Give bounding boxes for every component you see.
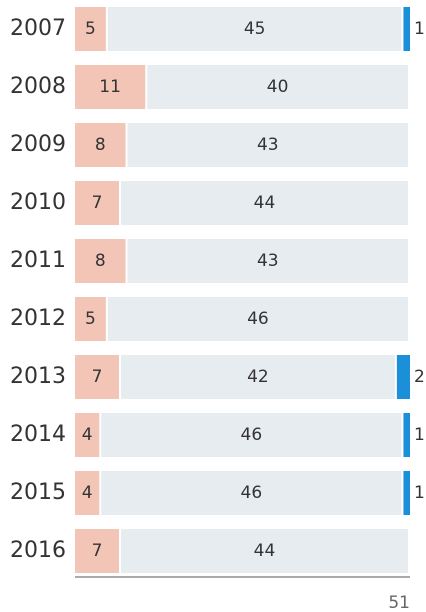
- bar-segment: [107, 297, 408, 341]
- bar-segment: [75, 413, 100, 457]
- value-label: 43: [257, 251, 279, 271]
- value-label: 1: [414, 425, 425, 445]
- value-label: 42: [247, 367, 269, 387]
- value-label: 7: [92, 367, 103, 387]
- bar-segment: [75, 123, 126, 167]
- value-label: 46: [241, 483, 263, 503]
- bar-segment: [101, 471, 402, 515]
- value-label: 1: [414, 19, 425, 39]
- bar-segment: [396, 355, 410, 399]
- year-label: 2013: [10, 364, 66, 389]
- bar-segment: [127, 123, 409, 167]
- value-label: 8: [95, 135, 106, 155]
- year-label: 2011: [10, 248, 66, 273]
- year-label: 2015: [10, 480, 66, 505]
- x-tick-label: 51: [388, 593, 410, 612]
- value-label: 2: [414, 367, 425, 387]
- value-label: 11: [99, 77, 121, 97]
- year-label: 2009: [10, 132, 66, 157]
- bar-segment: [75, 297, 106, 341]
- value-label: 4: [82, 425, 93, 445]
- bar-segment: [75, 529, 119, 573]
- value-label: 5: [85, 19, 96, 39]
- value-label: 5: [85, 309, 96, 329]
- bar-segment: [75, 7, 106, 51]
- value-label: 46: [247, 309, 269, 329]
- bar-segment: [75, 471, 100, 515]
- bar-segment: [120, 181, 408, 225]
- bar-segment: [403, 471, 410, 515]
- value-label: 7: [92, 193, 103, 213]
- value-label: 44: [254, 193, 276, 213]
- year-label: 2007: [10, 16, 66, 41]
- bar-segment: [147, 65, 409, 109]
- value-label: 46: [241, 425, 263, 445]
- bar-segment: [127, 239, 409, 283]
- year-label: 2010: [10, 190, 66, 215]
- bar-segment: [75, 181, 119, 225]
- bar-segment: [75, 65, 146, 109]
- bar-segment: [120, 355, 395, 399]
- value-label: 40: [267, 77, 289, 97]
- year-label: 2008: [10, 74, 66, 99]
- bar-segment: [75, 239, 126, 283]
- year-label: 2014: [10, 422, 66, 447]
- bar-segment: [107, 7, 402, 51]
- bar-segment: [403, 413, 410, 457]
- value-label: 44: [254, 541, 276, 561]
- value-label: 45: [244, 19, 266, 39]
- value-label: 8: [95, 251, 106, 271]
- bar-segment: [403, 7, 410, 51]
- value-label: 4: [82, 483, 93, 503]
- value-label: 7: [92, 541, 103, 561]
- year-label: 2012: [10, 306, 66, 331]
- bar-segment: [75, 355, 119, 399]
- bar-segment: [101, 413, 402, 457]
- year-label: 2016: [10, 538, 66, 563]
- value-label: 1: [414, 483, 425, 503]
- bar-segment: [120, 529, 408, 573]
- value-label: 43: [257, 135, 279, 155]
